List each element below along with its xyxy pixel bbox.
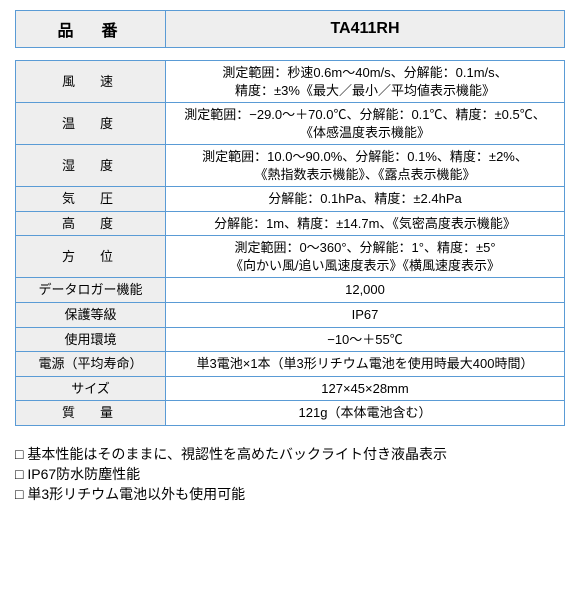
spec-row: サイズ127×45×28mm xyxy=(16,376,565,401)
note-item: IP67防水防塵性能 xyxy=(15,464,565,484)
header-value-cell: TA411RH xyxy=(166,11,565,48)
spec-value: 測定範囲：−29.0～＋70.0℃、分解能：0.1℃、精度：±0.5℃、《体感温… xyxy=(166,103,565,145)
spec-label: 質 量 xyxy=(16,401,166,426)
spec-label: 湿 度 xyxy=(16,145,166,187)
spec-value: −10～＋55℃ xyxy=(166,327,565,352)
spec-label: 保護等級 xyxy=(16,303,166,328)
spec-value: 測定範囲：秒速0.6m～40m/s、分解能：0.1m/s、精度：±3%《最大／最… xyxy=(166,61,565,103)
notes-list: 基本性能はそのままに、視認性を高めたバックライト付き液晶表示IP67防水防塵性能… xyxy=(15,444,565,505)
spec-label: 使用環境 xyxy=(16,327,166,352)
spec-row: 保護等級IP67 xyxy=(16,303,565,328)
spec-row: 湿 度測定範囲：10.0～90.0%、分解能：0.1%、精度：±2%、《熱指数表… xyxy=(16,145,565,187)
spec-label: 気 圧 xyxy=(16,187,166,212)
spec-value: 分解能：1m、精度：±14.7m、《気密高度表示機能》 xyxy=(166,211,565,236)
note-item: 基本性能はそのままに、視認性を高めたバックライト付き液晶表示 xyxy=(15,444,565,464)
spec-table: 風 速測定範囲：秒速0.6m～40m/s、分解能：0.1m/s、精度：±3%《最… xyxy=(15,60,565,426)
spec-value: 測定範囲：10.0～90.0%、分解能：0.1%、精度：±2%、《熱指数表示機能… xyxy=(166,145,565,187)
spec-label: サイズ xyxy=(16,376,166,401)
spec-value: IP67 xyxy=(166,303,565,328)
spec-row: データロガー機能12,000 xyxy=(16,278,565,303)
spec-row: 電源（平均寿命）単3電池×1本（単3形リチウム電池を使用時最大400時間） xyxy=(16,352,565,377)
spec-label: 電源（平均寿命） xyxy=(16,352,166,377)
spec-value: 127×45×28mm xyxy=(166,376,565,401)
spec-label: 温 度 xyxy=(16,103,166,145)
spec-value: 分解能：0.1hPa、精度：±2.4hPa xyxy=(166,187,565,212)
spec-row: 気 圧分解能：0.1hPa、精度：±2.4hPa xyxy=(16,187,565,212)
spec-label: 風 速 xyxy=(16,61,166,103)
spec-row: 温 度測定範囲：−29.0～＋70.0℃、分解能：0.1℃、精度：±0.5℃、《… xyxy=(16,103,565,145)
spec-row: 質 量121g（本体電池含む） xyxy=(16,401,565,426)
spec-value: 12,000 xyxy=(166,278,565,303)
header-table: 品 番 TA411RH xyxy=(15,10,565,48)
spec-value: 測定範囲：0～360°、分解能：1°、精度：±5°《向かい風/追い風速度表示》《… xyxy=(166,236,565,278)
spec-row: 風 速測定範囲：秒速0.6m～40m/s、分解能：0.1m/s、精度：±3%《最… xyxy=(16,61,565,103)
spec-label: データロガー機能 xyxy=(16,278,166,303)
spec-label: 方 位 xyxy=(16,236,166,278)
spec-sheet: 品 番 TA411RH 風 速測定範囲：秒速0.6m～40m/s、分解能：0.1… xyxy=(15,10,565,505)
spec-row: 使用環境−10～＋55℃ xyxy=(16,327,565,352)
note-item: 単3形リチウム電池以外も使用可能 xyxy=(15,484,565,504)
spec-label: 高 度 xyxy=(16,211,166,236)
spec-value: 単3電池×1本（単3形リチウム電池を使用時最大400時間） xyxy=(166,352,565,377)
header-label-cell: 品 番 xyxy=(16,11,166,48)
spec-value: 121g（本体電池含む） xyxy=(166,401,565,426)
spec-row: 高 度分解能：1m、精度：±14.7m、《気密高度表示機能》 xyxy=(16,211,565,236)
spec-row: 方 位測定範囲：0～360°、分解能：1°、精度：±5°《向かい風/追い風速度表… xyxy=(16,236,565,278)
